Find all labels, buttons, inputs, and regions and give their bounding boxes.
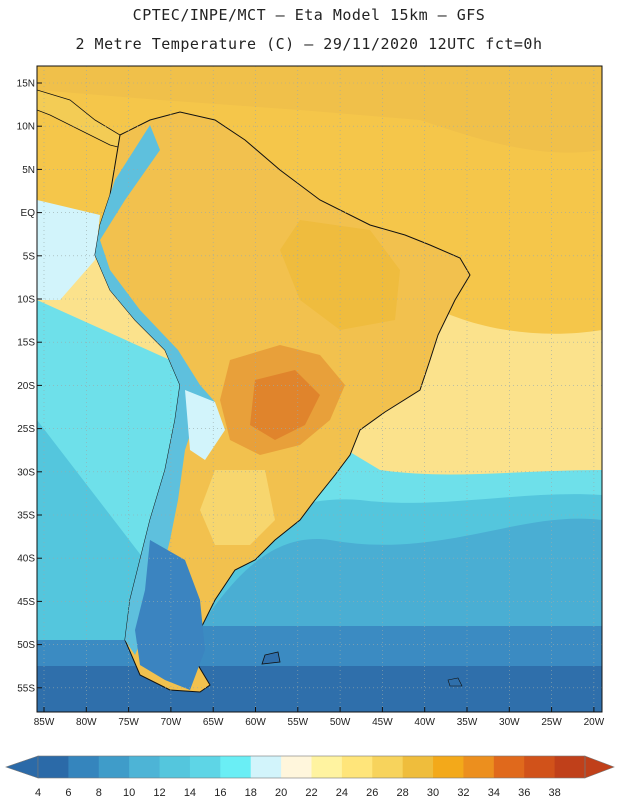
ocean-warm-north-band (37, 66, 602, 153)
lat-label: 25S (17, 424, 35, 435)
lon-label: 25W (541, 717, 562, 728)
colorbar-swatch (463, 756, 495, 778)
colorbar-label: 34 (488, 787, 500, 799)
chaco-hottest-region (250, 370, 320, 440)
map-title-line1: CPTEC/INPE/MCT – Eta Model 15km – GFS (132, 6, 486, 24)
colorbar-label: 18 (245, 787, 257, 799)
lon-label: 30W (499, 717, 520, 728)
atacama-cool-patch (185, 390, 225, 460)
map-frame (36, 65, 603, 713)
lon-label: 35W (457, 717, 478, 728)
colorbar-label: 20 (275, 787, 287, 799)
lon-label: 75W (118, 717, 139, 728)
colorbar-swatch (220, 756, 252, 778)
colorbar-min-arrow (5, 755, 39, 779)
lat-label: 10S (17, 295, 35, 306)
colorbar-label: 14 (184, 787, 196, 799)
colorbar-label: 4 (35, 787, 41, 799)
colorbar-label: 28 (397, 787, 409, 799)
south-georgia-island (447, 677, 463, 687)
lat-label: 50S (17, 640, 35, 651)
colorbar-swatch (493, 756, 525, 778)
colorbar-swatch (281, 756, 312, 778)
lon-label: 40W (414, 717, 435, 728)
colorbar-labels: 4 6 8 10 12 14 16 18 20 22 24 26 28 30 32 34 36 38 (35, 787, 561, 799)
lon-label: 85W (34, 717, 55, 728)
colorbar-swatch (38, 756, 69, 778)
colorbar-label: 32 (457, 787, 469, 799)
lat-label: 35S (17, 511, 35, 522)
colorbar-label: 22 (305, 787, 317, 799)
colorbar-swatch (311, 756, 343, 778)
lon-label: 80W (76, 717, 97, 728)
falkland-islands (261, 651, 281, 665)
colorbar-label: 8 (96, 787, 102, 799)
longitude-axis-labels: 85W 80W 75W 70W 65W 60W 55W 50W 45W 40W 35W 30W 25W 2… (34, 707, 605, 728)
lon-label: 60W (245, 717, 266, 728)
lat-label: 45S (17, 597, 35, 608)
lon-label: 45W (372, 717, 393, 728)
colorbar-max-arrow (584, 755, 615, 779)
colorbar-label: 36 (518, 787, 530, 799)
colorbar-swatch (98, 756, 130, 778)
lat-label: 40S (17, 554, 35, 565)
colorbar-outline (37, 755, 586, 779)
lat-label: 15N (17, 79, 35, 90)
colorbar-label: 6 (65, 787, 71, 799)
colorbar-label: 38 (548, 787, 560, 799)
colorbar-label: 24 (336, 787, 348, 799)
colorbar-swatch (433, 756, 464, 778)
colorbar-swatch (372, 756, 404, 778)
colorbar-swatch (159, 756, 191, 778)
colorbar-swatch (68, 756, 100, 778)
lon-label: 70W (161, 717, 182, 728)
lat-label: 15S (17, 338, 35, 349)
lat-label: 10N (17, 122, 35, 133)
patagonia-mild-patch (200, 470, 275, 545)
lat-label: 5S (23, 251, 36, 262)
lon-label: 20W (584, 717, 605, 728)
colorbar-swatch (402, 756, 434, 778)
patagonia-cold-region (135, 540, 205, 690)
colorbar-label: 30 (427, 787, 439, 799)
colorbar (5, 755, 615, 779)
lon-label: 65W (203, 717, 224, 728)
colorbar-label: 10 (123, 787, 135, 799)
lat-label: EQ (21, 208, 36, 219)
colorbar-swatch (189, 756, 221, 778)
lat-label: 5N (22, 165, 35, 176)
lat-label: 55S (17, 683, 35, 694)
lon-label: 55W (288, 717, 309, 728)
colorbar-swatch (341, 756, 373, 778)
lat-label: 20S (17, 381, 35, 392)
lat-label: 30S (17, 467, 35, 478)
latitude-axis-labels: 15N 10N 5N EQ 5S 10S 15S 20S 25S 30S 35S 40S 45S 50S 5… (17, 79, 42, 694)
colorbar-label: 16 (214, 787, 226, 799)
map-title-line2: 2 Metre Temperature (C) – 29/11/2020 12U… (75, 35, 543, 53)
colorbar-swatch (129, 756, 161, 778)
pacific-cool-patch (37, 200, 100, 300)
colorbar-label: 12 (153, 787, 165, 799)
colorbar-label: 26 (366, 787, 378, 799)
colorbar-swatch (250, 756, 282, 778)
lon-label: 50W (330, 717, 351, 728)
colorbar-swatch (554, 756, 586, 778)
map-field (37, 66, 602, 712)
colorbar-swatch (524, 756, 556, 778)
